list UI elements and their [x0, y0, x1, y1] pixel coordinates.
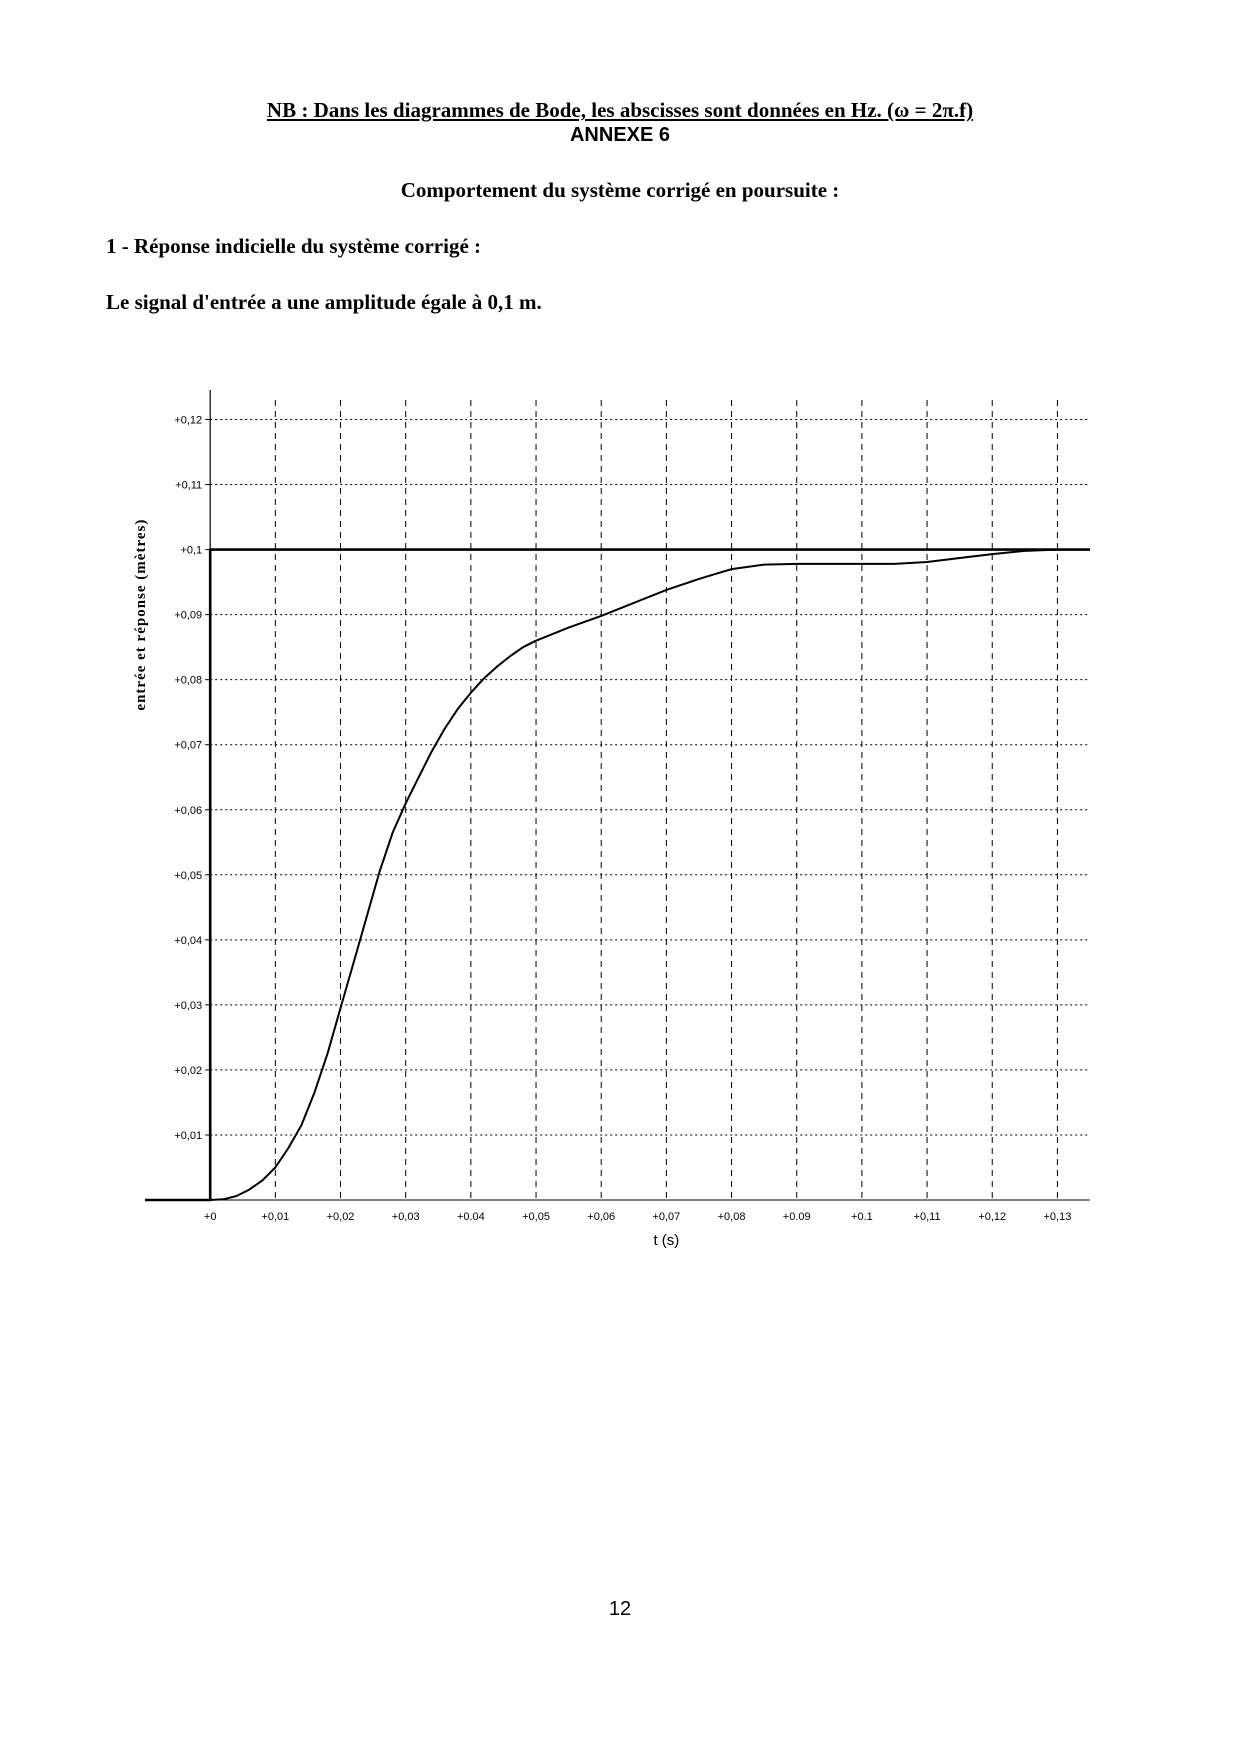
x-tick-label: +0.09	[783, 1211, 811, 1223]
y-tick-label: +0,02	[174, 1065, 202, 1077]
y-tick-label: +0,07	[174, 740, 202, 752]
annexe-title: ANNEXE 6	[569, 124, 671, 146]
x-tick-label: +0,08	[718, 1211, 746, 1223]
y-tick-label: +0,12	[174, 415, 202, 427]
x-tick-label: +0	[204, 1211, 217, 1223]
x-tick-label: +0,13	[1043, 1211, 1071, 1223]
y-tick-label: +0,11	[175, 480, 202, 492]
x-tick-label: +0,12	[978, 1211, 1006, 1223]
x-tick-label: +0.1	[851, 1211, 873, 1223]
x-tick-label: +0,06	[587, 1211, 615, 1223]
y-tick-label: +0,04	[174, 935, 202, 947]
y-tick-label: +0,1	[180, 545, 202, 557]
x-tick-label: +0.04	[457, 1211, 485, 1223]
x-axis-title: t (s)	[653, 1232, 679, 1249]
x-tick-label: +0,02	[327, 1211, 355, 1223]
y-tick-label: +0,03	[174, 1000, 202, 1012]
x-tick-label: +0,01	[261, 1211, 289, 1223]
nb-note: NB : Dans les diagrammes de Bode, les ab…	[0, 98, 1240, 123]
page-number: 12	[608, 1598, 632, 1620]
signal-note: Le signal d'entrée a une amplitude égale…	[106, 290, 542, 314]
y-tick-label: +0,06	[174, 805, 202, 817]
x-tick-label: +0,03	[392, 1211, 420, 1223]
y-tick-label: +0,08	[174, 675, 202, 687]
step-response-chart: +0 +0,01 +0,02 +0,03 +0.04 +0,05 +0,06 +0,07 +0,…	[133, 390, 1090, 1249]
x-tick-label: +0,11	[914, 1211, 941, 1223]
x-tick-label: +0,05	[522, 1211, 550, 1223]
nb-note-text: NB : Dans les diagrammes de Bode, les ab…	[266, 98, 974, 122]
y-tick-label: +0,01	[174, 1130, 202, 1142]
y-tick-label: +0,05	[174, 870, 202, 882]
subsection-title: 1 - Réponse indicielle du système corrig…	[106, 234, 482, 258]
section-title: Comportement du système corrigé en pours…	[400, 178, 840, 202]
y-axis-title: entrée et réponse (mètres)	[133, 519, 149, 711]
response-curve	[145, 548, 1090, 1201]
y-tick-label: +0,09	[174, 610, 202, 622]
x-tick-label: +0,07	[652, 1211, 680, 1223]
